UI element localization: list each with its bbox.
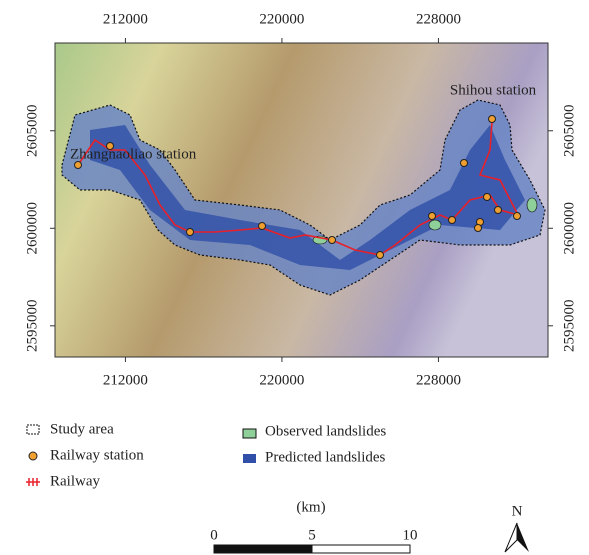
legend-label: Railway station: [50, 447, 144, 463]
x-tick-label: 212000: [103, 11, 148, 27]
x-tick-label: 228000: [416, 372, 461, 388]
legend-label: Railway: [50, 473, 100, 489]
page: {"map": { "xlim": [208400, 233600], "yli…: [0, 0, 589, 555]
legend-label: Study area: [50, 421, 114, 437]
legend-swatch: [243, 429, 256, 438]
scale-tick-label: 10: [403, 527, 418, 543]
x-tick-label: 228000: [416, 11, 461, 27]
scale-segment: [312, 545, 410, 553]
legend-swatch: [243, 454, 256, 463]
y-tick-label: 2600000: [561, 202, 577, 255]
legend: Study area Railway station Railway Obser…: [26, 421, 386, 489]
scale-unit: (km): [296, 499, 325, 515]
x-tick-label: 212000: [103, 372, 148, 388]
scale-tick-label: 5: [308, 527, 316, 543]
place-label: Zhangnaoliao station: [70, 146, 197, 162]
north-label: N: [512, 503, 523, 519]
map-frame: Zhangnaoliao station Shihou station: [55, 43, 548, 357]
legend-swatch: [29, 452, 37, 460]
legend-label: Predicted landslides: [265, 449, 386, 465]
scale-segment: [214, 545, 312, 553]
y-tick-label: 2605000: [561, 105, 577, 158]
scale-tick-label: 0: [210, 527, 218, 543]
y-tick-label: 2605000: [24, 105, 40, 158]
x-tick-label: 220000: [259, 11, 304, 27]
north-arrow: N: [505, 503, 529, 552]
legend-label: Observed landslides: [265, 423, 386, 439]
y-tick-label: 2595000: [561, 300, 577, 353]
legend-swatch: [27, 425, 39, 434]
arrow: [505, 523, 517, 552]
legend-swatch: [26, 478, 40, 486]
y-tick-label: 2600000: [24, 202, 40, 255]
map-figure: Zhangnaoliao station Shihou station Stud…: [0, 0, 589, 555]
x-tick-label: 220000: [259, 372, 304, 388]
place-label: Shihou station: [450, 82, 537, 98]
arrow: [517, 523, 529, 552]
y-tick-label: 2595000: [24, 300, 40, 353]
